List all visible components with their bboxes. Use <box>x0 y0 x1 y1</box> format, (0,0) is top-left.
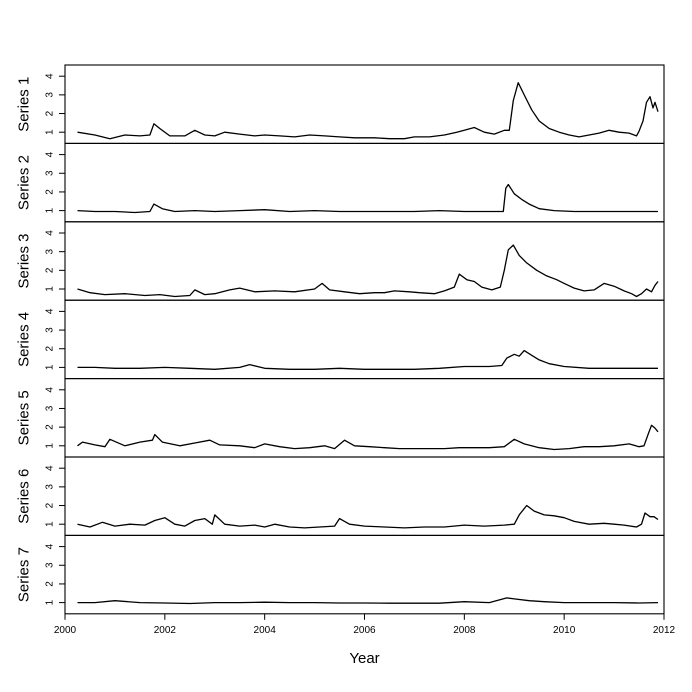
y-tick-label: 4 <box>45 465 56 471</box>
series-line-2 <box>77 183 658 214</box>
x-tick-label: 2010 <box>553 625 576 636</box>
y-tick-label: 2 <box>45 346 56 352</box>
y-tick-label: 3 <box>45 92 56 98</box>
series-line-3 <box>77 244 659 298</box>
series-label: Series 7 <box>16 547 33 602</box>
x-tick-label: 2006 <box>353 625 376 636</box>
y-tick-label: 4 <box>45 543 56 549</box>
y-tick-label: 3 <box>45 248 56 254</box>
series-line-4 <box>77 349 658 370</box>
y-tick-label: 1 <box>45 599 56 605</box>
x-axis-label: Year <box>349 650 379 667</box>
panel-3: 1 2 3 4 Series 3 <box>16 221 665 301</box>
x-tick-label: 2000 <box>54 625 77 636</box>
panels-group: 1 2 3 4 Series 1 1 2 3 4 Series 2 1 2 3 4 Series 3 1 2 3 4… <box>16 64 665 615</box>
series-line-7 <box>77 597 659 605</box>
y-tick-label: 2 <box>45 189 56 195</box>
y-tick-label: 1 <box>45 364 56 370</box>
panel-2: 1 2 3 4 Series 2 <box>16 142 665 223</box>
series-label: Series 1 <box>16 77 33 132</box>
x-tick-label: 2004 <box>254 625 277 636</box>
series-label: Series 2 <box>16 155 33 210</box>
y-tick-label: 3 <box>45 405 56 411</box>
series-label: Series 5 <box>16 390 33 445</box>
series-label: Series 4 <box>16 312 33 367</box>
series-label: Series 6 <box>16 469 33 524</box>
panel-frame <box>64 64 665 144</box>
y-tick-label: 1 <box>45 443 56 449</box>
y-tick-label: 3 <box>45 484 56 490</box>
y-tick-label: 4 <box>45 230 56 236</box>
y-tick-label: 4 <box>45 387 56 393</box>
panel-4: 1 2 3 4 Series 4 <box>16 299 665 380</box>
y-tick-label: 2 <box>45 267 56 273</box>
y-tick-label: 3 <box>45 562 56 568</box>
y-tick-label: 2 <box>45 502 56 508</box>
panel-frame <box>64 456 665 536</box>
y-tick-label: 3 <box>45 327 56 333</box>
panel-frame <box>64 378 665 458</box>
panel-5: 1 2 3 4 Series 5 <box>16 378 665 458</box>
y-tick-label: 2 <box>45 110 56 116</box>
y-tick-label: 2 <box>45 424 56 430</box>
panel-7: 1 2 3 4 Series 7 <box>16 534 665 615</box>
panel-1: 1 2 3 4 Series 1 <box>16 64 665 144</box>
series-line-1 <box>77 82 659 140</box>
y-tick-label: 1 <box>45 207 56 213</box>
x-tick-label: 2002 <box>154 625 177 636</box>
y-tick-label: 2 <box>45 581 56 587</box>
series-label: Series 3 <box>16 233 33 288</box>
y-tick-label: 3 <box>45 170 56 176</box>
x-tick-label: 2012 <box>653 625 676 636</box>
series-line-5 <box>77 424 659 451</box>
series-line-6 <box>77 504 659 529</box>
panel-frame <box>64 142 665 223</box>
y-tick-label: 4 <box>45 151 56 157</box>
x-tick-label: 2008 <box>453 625 476 636</box>
y-tick-label: 4 <box>45 73 56 79</box>
y-tick-label: 4 <box>45 308 56 314</box>
panel-6: 1 2 3 4 Series 6 <box>16 456 665 536</box>
y-tick-label: 1 <box>45 129 56 135</box>
x-axis: 2000 2002 2004 2006 2008 2010 2012 <box>54 613 676 636</box>
y-tick-label: 1 <box>45 286 56 292</box>
y-tick-label: 1 <box>45 521 56 527</box>
